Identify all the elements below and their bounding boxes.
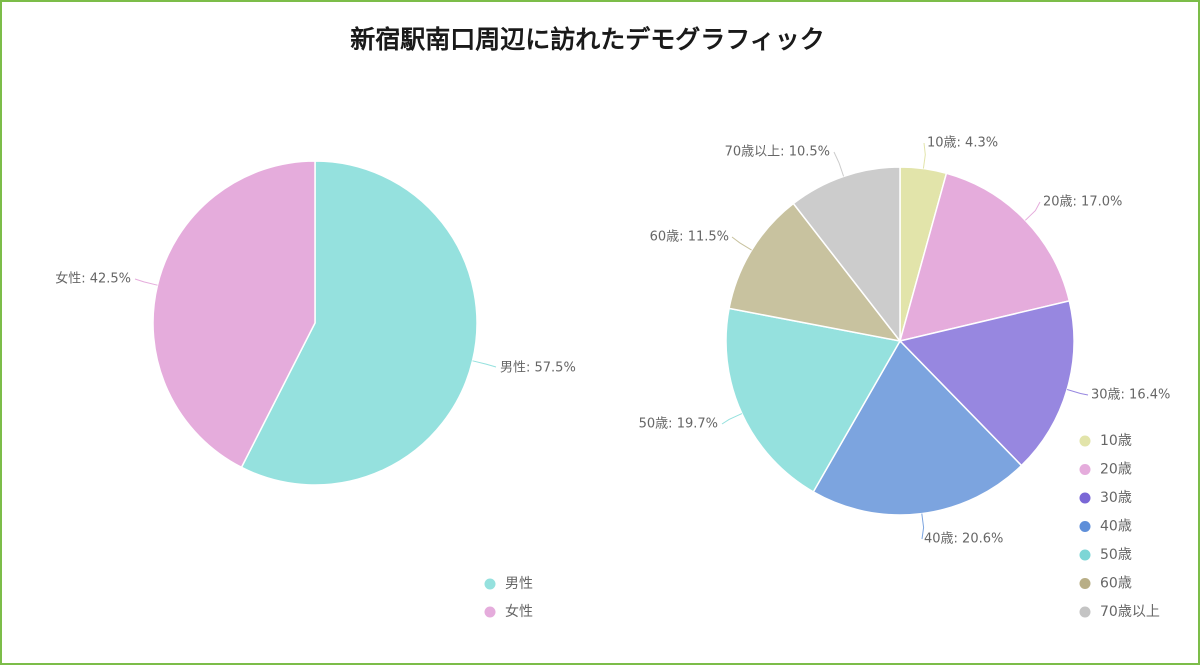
pie2-data-label-7: 70歳以上: 10.5% (725, 145, 830, 160)
pie2-slice-7 (792, 166, 901, 344)
pie2-legend-label-1: 10歳 (1100, 433, 1132, 449)
pie2-data-label-3: 30歳: 16.4% (1091, 388, 1170, 403)
pie2-legend-label-2: 20歳 (1100, 462, 1132, 478)
pie1-legend-marker-1 (484, 578, 496, 590)
pie2-leader-3 (1066, 389, 1089, 396)
pie2-legend-label-7: 70歳以上 (1100, 604, 1160, 620)
pie2-legend-label-6: 60歳 (1100, 576, 1132, 592)
pie1-legend-marker-2 (484, 606, 496, 618)
pie2-legend-marker-4 (1079, 521, 1091, 532)
pie2-leader-6 (731, 236, 752, 251)
pie2-legend-marker-6 (1079, 578, 1091, 589)
pie2-leader-5 (721, 413, 743, 425)
pie2-data-label-4: 40歳: 20.6% (924, 532, 1003, 547)
pie1-slice-2 (152, 160, 316, 469)
pie2-leader-4 (921, 513, 925, 540)
pie2-data-label-1: 10歳: 4.3% (927, 136, 998, 151)
pie1-legend-label-2: 女性 (505, 603, 533, 620)
pie2-leader-1 (922, 142, 926, 169)
pie2-legend-marker-3 (1079, 492, 1091, 504)
pie2-data-label-5: 50歳: 19.7% (639, 417, 718, 432)
chart-title: 新宿駅南口周辺に訪れたデモグラフィック (350, 25, 825, 54)
pie2-data-label-6: 60歳: 11.5% (650, 230, 729, 245)
pie2-slice-2 (898, 172, 1071, 343)
pie1-data-label-1: 男性: 57.5% (500, 361, 576, 376)
pie1-data-label-2: 女性: 42.5% (55, 271, 131, 287)
pie2-legend-marker-1 (1079, 435, 1091, 447)
pie2-leader-2 (1024, 201, 1041, 221)
pie2-legend-marker-5 (1079, 549, 1091, 561)
pie2-legend-marker-2 (1079, 464, 1091, 475)
pie2-slice-4 (812, 339, 1023, 516)
pie2-leader-7 (833, 151, 845, 177)
pie1-leader-1 (472, 360, 497, 368)
pie2-slice-6 (728, 202, 902, 343)
pie2-slice-3 (898, 300, 1075, 467)
pie2-legend-label-5: 50歳 (1100, 547, 1132, 563)
pie2-data-label-2: 20歳: 17.0% (1043, 195, 1122, 210)
pie2-legend-marker-7 (1079, 606, 1091, 618)
pie2-legend-label-3: 30歳 (1100, 490, 1132, 506)
pie1-leader-2 (134, 278, 158, 286)
pie2-legend-label-4: 40歳 (1100, 519, 1132, 535)
pie1-legend-label-1: 男性 (505, 576, 533, 592)
